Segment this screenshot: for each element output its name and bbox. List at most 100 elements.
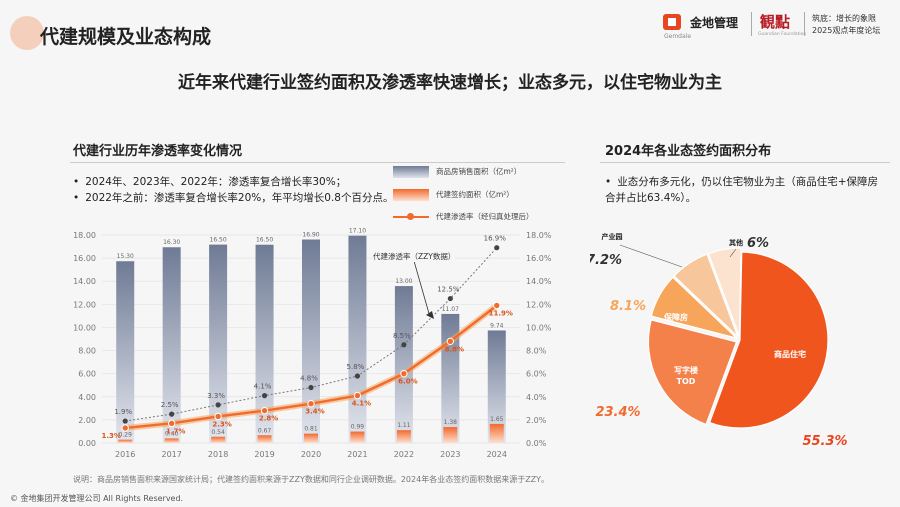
bar-sales-area xyxy=(255,244,274,443)
guandian-logo: 観點 xyxy=(760,13,791,31)
y-right-tick-label: 14.0% xyxy=(526,277,552,286)
x-tick-label: 2022 xyxy=(394,450,414,459)
bar-contract-label: 0.40 xyxy=(165,430,179,437)
pie-slice xyxy=(647,319,738,426)
bar-sales-area xyxy=(394,286,413,443)
y-left-tick-label: 8.00 xyxy=(78,347,96,356)
series-zzy-point xyxy=(308,384,314,391)
bullet-1: 2024年、2023年、2022年：渗透率复合增长率30%； xyxy=(73,174,346,190)
series-rate-point xyxy=(446,337,455,346)
series-rate-point xyxy=(493,301,501,310)
y-left-tick-label: 14.00 xyxy=(73,277,96,286)
series-zzy-label: 4.8% xyxy=(300,375,318,383)
bar-sales-label: 16.30 xyxy=(163,239,180,246)
pie-slice xyxy=(707,247,742,337)
series-rate-label: 6.0% xyxy=(398,378,417,386)
copyright: © 金地集团开发管理公司 All Rights Reserved. xyxy=(10,494,184,503)
y-right-tick-label: 0.0% xyxy=(526,439,547,448)
bar-contract-area xyxy=(350,431,365,443)
pie-slice-label: 商品住宅 xyxy=(774,349,806,359)
left-section-title: 代建行业历年渗透率变化情况 xyxy=(73,144,243,159)
series-rate-label: 2.3% xyxy=(212,420,231,428)
bar-contract-label: 0.81 xyxy=(304,426,318,433)
series-zzy-label: 4.1% xyxy=(254,383,272,391)
bar-contract-area xyxy=(257,435,272,443)
series-rate-point xyxy=(214,412,222,421)
bar-sales-label: 16.90 xyxy=(302,232,319,239)
combo-chart: 0.00 2.00 4.00 6.00 8.00 10.00 12.00 14.00 16.00… xyxy=(73,228,552,459)
y-left-tick-label: 16.00 xyxy=(73,254,96,263)
series-zzy-point xyxy=(494,245,500,251)
x-tick-label: 2020 xyxy=(301,450,321,459)
y-left-tick-label: 6.00 xyxy=(78,370,96,379)
y-right-tick-label: 10.0% xyxy=(526,323,552,332)
series-zzy-point xyxy=(122,418,128,424)
legend-gray-label: 商品房销售面积（亿m²） xyxy=(436,167,522,176)
legend-line-label: 代建渗透率（经归真处理后） xyxy=(436,212,534,221)
bar-contract-area xyxy=(396,430,411,443)
bar-contract-area xyxy=(304,433,318,443)
bar-contract-label: 0.67 xyxy=(258,427,272,434)
leader-line xyxy=(729,248,737,258)
bar-sales-area xyxy=(116,261,135,443)
footnote: 说明：商品房销售面积来源国家统计局；代建签约面积来源于ZZY数据和同行企业调研数… xyxy=(73,475,550,484)
y-left-tick-label: 4.00 xyxy=(78,393,96,402)
bar-sales-area xyxy=(209,244,228,443)
x-tick-label: 2016 xyxy=(115,450,135,459)
y-right-tick-label: 2.0% xyxy=(526,416,547,425)
brand-name: 金地管理 xyxy=(690,16,739,30)
series-zzy-point xyxy=(447,295,453,302)
pie-slice-label: 写字楼 xyxy=(674,365,698,375)
bar-contract-area xyxy=(489,423,504,443)
legend-swatch-orange xyxy=(393,189,429,201)
series-rate-label: 4.1% xyxy=(352,400,371,408)
y-right-tick-label: 12.0% xyxy=(526,300,552,309)
bar-sales-label: 16.50 xyxy=(256,237,273,244)
bar-sales-area xyxy=(302,239,320,443)
pie-slice-value: 8.1% xyxy=(610,299,646,314)
bar-sales-label: 11.07 xyxy=(442,306,459,313)
pie-slice-label: TOD xyxy=(677,377,696,386)
leader-line xyxy=(619,244,683,268)
forum-line1: 筑底：增长的象限 xyxy=(812,14,876,23)
pie-slice-label: 保障房 xyxy=(663,312,688,322)
bar-contract-area xyxy=(443,427,458,443)
series-rate-point xyxy=(353,391,362,400)
series-rate-label: 11.9% xyxy=(489,309,513,317)
y-left-tick-label: 0.00 xyxy=(78,439,96,448)
x-tick-label: 2017 xyxy=(161,450,181,459)
pie-slice xyxy=(708,251,829,429)
bar-contract-label: 1.65 xyxy=(490,416,504,423)
y-left-tick-label: 10.00 xyxy=(73,323,96,332)
series-rate-label: 2.8% xyxy=(259,415,278,423)
bar-sales-area xyxy=(487,330,506,443)
bar-contract-label: 0.99 xyxy=(351,424,365,431)
guandian-sub: Guandian Foundation xyxy=(758,32,807,37)
series-zzy-point xyxy=(354,373,361,379)
right-bullet-1: 业态分布多元化，仍以住宅物业为主（商品住宅+保障房合并占比63.4%）。 xyxy=(605,174,885,206)
series-zzy-label: 3.3% xyxy=(207,392,225,400)
series-rate-label: 8.8% xyxy=(445,345,464,353)
x-tick-label: 2023 xyxy=(440,450,460,459)
y-right-tick-label: 16.0% xyxy=(526,254,552,263)
annotation-arrowhead xyxy=(426,311,434,319)
annotation-arrow xyxy=(413,260,431,318)
annotation-zzy: 代建渗透率（ZZY数据） xyxy=(373,251,456,262)
series-zzy-label: 12.5% xyxy=(437,286,460,294)
series-zzy-point xyxy=(169,411,175,417)
bar-contract-label: 1.11 xyxy=(397,422,411,429)
pie-slice-label: 产业园 xyxy=(602,232,623,241)
series-rate-label: 1.3% xyxy=(102,432,121,440)
y-left-tick-label: 12.00 xyxy=(73,300,96,309)
divider xyxy=(804,12,805,36)
bar-contract-label: 0.29 xyxy=(119,432,133,439)
pie-slice-value: 55.3% xyxy=(802,434,847,449)
pie-slice-label: 其他 xyxy=(729,238,743,247)
pie-slice-value: 7.2% xyxy=(590,253,622,268)
series-zzy-point xyxy=(401,342,407,348)
y-right-tick-label: 4.0% xyxy=(526,393,547,402)
brand-sub: Gemdale xyxy=(664,33,692,40)
bar-sales-area xyxy=(348,235,367,443)
bar-sales-label: 13.00 xyxy=(395,278,412,285)
x-tick-label: 2018 xyxy=(208,450,228,459)
